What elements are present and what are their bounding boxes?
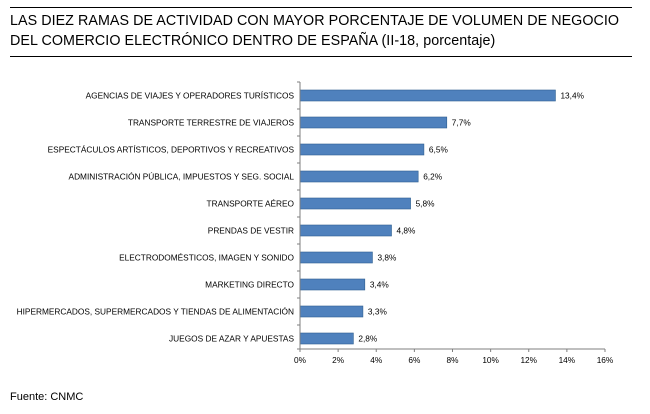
x-tick-label: 0% bbox=[294, 355, 307, 365]
x-tick-label: 2% bbox=[332, 355, 345, 365]
bar bbox=[299, 170, 419, 183]
category-label: PRENDAS DE VESTIR bbox=[208, 226, 294, 236]
x-tick-label: 14% bbox=[559, 355, 576, 365]
value-label: 3,4% bbox=[370, 280, 390, 290]
title-top-rule bbox=[10, 7, 632, 8]
category-label: ESPECTÁCULOS ARTÍSTICOS, DEPORTIVOS Y RE… bbox=[48, 145, 295, 155]
category-label: MARKETING DIRECTO bbox=[205, 280, 294, 290]
bar bbox=[299, 143, 425, 156]
value-label: 6,5% bbox=[429, 145, 449, 155]
x-tick-label: 12% bbox=[520, 355, 537, 365]
value-label: 3,8% bbox=[377, 253, 397, 263]
x-tick-label: 8% bbox=[447, 355, 460, 365]
category-label: JUEGOS DE AZAR Y APUESTAS bbox=[169, 334, 294, 344]
category-label: ELECTRODOMÉSTICOS, IMAGEN Y SONIDO bbox=[119, 253, 294, 263]
category-label: TRANSPORTE TERRESTRE DE VIAJEROS bbox=[128, 118, 295, 128]
bar bbox=[299, 332, 354, 345]
bar bbox=[299, 305, 364, 318]
title-bottom-rule bbox=[10, 56, 632, 57]
category-label: TRANSPORTE AÉREO bbox=[207, 199, 295, 209]
bar bbox=[299, 278, 366, 291]
bar bbox=[299, 116, 448, 129]
value-label: 13,4% bbox=[560, 91, 584, 101]
chart-title: LAS DIEZ RAMAS DE ACTIVIDAD CON MAYOR PO… bbox=[10, 13, 620, 49]
value-label: 6,2% bbox=[423, 172, 443, 182]
x-tick-label: 16% bbox=[597, 355, 614, 365]
category-label: AGENCIAS DE VIAJES Y OPERADORES TURÍSTIC… bbox=[86, 91, 295, 101]
source-note: Fuente: CNMC bbox=[10, 391, 84, 403]
value-label: 3,3% bbox=[368, 307, 388, 317]
value-label: 4,8% bbox=[397, 226, 417, 236]
x-tick-label: 6% bbox=[408, 355, 421, 365]
value-label: 2,8% bbox=[358, 334, 378, 344]
bar bbox=[299, 89, 556, 102]
x-tick-label: 10% bbox=[482, 355, 499, 365]
value-label: 7,7% bbox=[452, 118, 472, 128]
category-label: HIPERMERCADOS, SUPERMERCADOS Y TIENDAS D… bbox=[17, 307, 294, 317]
bar bbox=[299, 224, 392, 237]
bar bbox=[299, 251, 373, 264]
bar bbox=[299, 197, 411, 210]
x-tick-label: 4% bbox=[370, 355, 383, 365]
value-label: 5,8% bbox=[416, 199, 436, 209]
category-label: ADMINISTRACIÓN PÚBLICA, IMPUESTOS Y SEG.… bbox=[69, 172, 295, 182]
